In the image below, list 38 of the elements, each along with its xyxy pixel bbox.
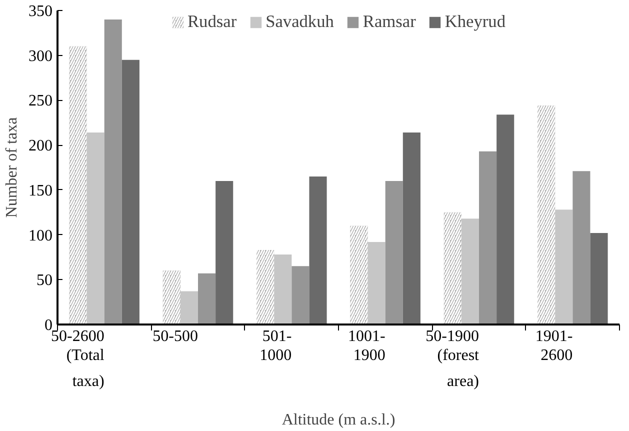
bar	[385, 180, 403, 324]
bar	[198, 273, 216, 324]
bar	[461, 218, 479, 324]
bar	[104, 19, 122, 324]
bar	[479, 151, 497, 324]
legend-label: Kheyrud	[444, 12, 506, 32]
bar	[216, 180, 234, 324]
y-axis-title: Number of taxa	[4, 117, 20, 218]
bar	[402, 132, 420, 324]
bar	[180, 291, 198, 324]
y-tick-label: 50	[36, 272, 52, 290]
bar	[572, 171, 590, 324]
y-tick-label: 100	[28, 227, 52, 244]
category-label: 1001- 1900	[348, 328, 386, 364]
y-tick-label: 350	[28, 3, 52, 20]
bar	[368, 242, 386, 324]
bar	[86, 132, 104, 324]
category-label: 1901- 2600	[535, 328, 573, 364]
category-label: 50-1900 (forest area)	[426, 328, 480, 390]
legend-label: Savadkuh	[266, 12, 334, 32]
x-axis-title: Altitude (m a.s.l.)	[282, 412, 396, 428]
legend-label: Rudsar	[187, 12, 237, 32]
bar	[496, 114, 514, 324]
category-label: 50-2600 (Total taxa)	[51, 328, 104, 390]
bar	[274, 254, 292, 324]
bar	[555, 210, 573, 324]
y-tick-label: 150	[28, 182, 52, 200]
bar	[122, 60, 140, 324]
bar	[292, 266, 310, 324]
bar	[590, 232, 608, 324]
y-tick-label: 300	[28, 48, 52, 65]
category-label: 501- 1000	[260, 328, 292, 364]
legend-label: Ramsar	[362, 12, 416, 32]
y-tick-label: 0	[44, 317, 52, 334]
y-tick-label: 200	[28, 138, 52, 155]
x-tick-label: 50-500	[152, 328, 198, 345]
bar	[309, 176, 327, 324]
y-tick-label: 250	[28, 92, 52, 110]
